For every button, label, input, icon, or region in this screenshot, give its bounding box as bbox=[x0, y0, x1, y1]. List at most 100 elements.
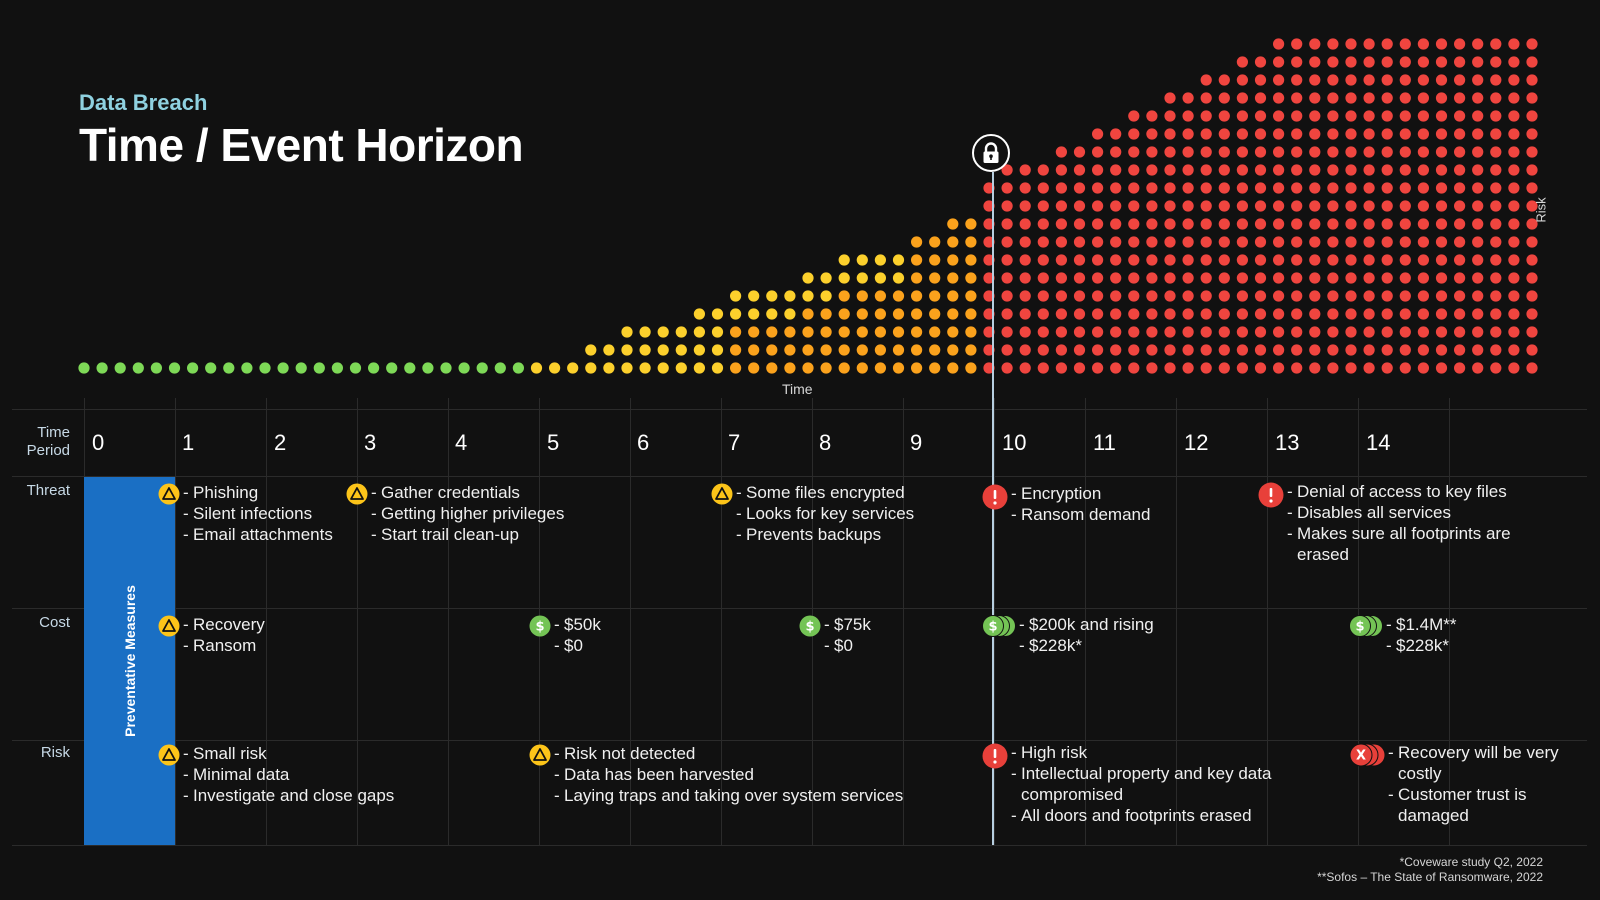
risk-dot bbox=[1200, 128, 1212, 140]
risk-cell: Small riskMinimal dataInvestigate and cl… bbox=[158, 743, 498, 806]
risk-dot bbox=[1291, 38, 1303, 50]
risk-dot bbox=[874, 290, 887, 302]
risk-dot bbox=[1146, 146, 1158, 158]
risk-dot bbox=[1254, 362, 1267, 374]
risk-dot bbox=[1236, 236, 1248, 248]
risk-dot bbox=[1472, 236, 1484, 248]
risk-dot bbox=[1309, 92, 1321, 104]
risk-dot bbox=[1454, 254, 1466, 266]
risk-dot bbox=[1273, 38, 1285, 50]
time-period-10: 10 bbox=[1002, 430, 1027, 455]
time-period-5: 5 bbox=[547, 430, 560, 455]
risk-dot bbox=[1417, 362, 1429, 374]
risk-dot bbox=[114, 362, 126, 374]
risk-dot bbox=[1454, 182, 1466, 194]
risk-dot bbox=[223, 362, 235, 374]
risk-dot bbox=[911, 344, 923, 356]
risk-item: Laying traps and taking over system serv… bbox=[554, 785, 903, 806]
risk-dot bbox=[1037, 236, 1049, 248]
risk-dot bbox=[1327, 200, 1339, 212]
risk-dot bbox=[476, 362, 488, 374]
risk-dot bbox=[1526, 56, 1538, 68]
risk-dot bbox=[1417, 56, 1429, 68]
risk-dot bbox=[621, 344, 633, 356]
risk-dot bbox=[1128, 290, 1140, 302]
risk-dot bbox=[1236, 110, 1248, 122]
risk-cell: X Recovery will be very costlyCustomer tr… bbox=[1349, 742, 1579, 826]
risk-dot bbox=[1200, 200, 1212, 212]
risk-dot bbox=[168, 362, 181, 374]
risk-dot bbox=[983, 326, 995, 338]
risk-dot bbox=[1146, 290, 1158, 302]
risk-dot bbox=[766, 362, 778, 374]
risk-dot bbox=[1110, 236, 1122, 248]
risk-dot bbox=[1435, 38, 1448, 50]
risk-dot bbox=[657, 326, 669, 338]
risk-dot bbox=[1327, 344, 1339, 356]
grid-row-line bbox=[12, 845, 1587, 846]
risk-dot bbox=[657, 362, 669, 374]
risk-dot bbox=[1073, 200, 1086, 212]
risk-dot bbox=[1345, 38, 1357, 50]
risk-dot bbox=[874, 326, 887, 338]
risk-dot bbox=[1399, 326, 1411, 338]
risk-dot bbox=[1037, 254, 1049, 266]
risk-dot bbox=[1472, 128, 1484, 140]
risk-dot bbox=[1508, 92, 1520, 104]
risk-dot bbox=[1363, 326, 1375, 338]
risk-dot bbox=[1490, 38, 1502, 50]
risk-item: Minimal data bbox=[183, 764, 394, 785]
risk-dot bbox=[1182, 200, 1194, 212]
risk-dot bbox=[1019, 236, 1031, 248]
risk-dot bbox=[1110, 128, 1122, 140]
risk-dot bbox=[1454, 272, 1466, 284]
risk-dot bbox=[947, 236, 959, 248]
risk-dot bbox=[1327, 146, 1339, 158]
risk-dot bbox=[1200, 272, 1212, 284]
risk-dot bbox=[1164, 218, 1176, 230]
page-subtitle: Data Breach bbox=[79, 90, 208, 115]
risk-dot bbox=[1472, 56, 1484, 68]
risk-dot bbox=[1001, 344, 1013, 356]
risk-dot bbox=[802, 272, 814, 284]
risk-dot bbox=[1236, 74, 1248, 86]
risk-dot bbox=[1110, 272, 1122, 284]
risk-dot bbox=[1218, 218, 1230, 230]
risk-dot bbox=[1508, 344, 1520, 356]
risk-dot bbox=[1327, 308, 1339, 320]
risk-dot bbox=[1037, 218, 1049, 230]
risk-dot bbox=[1110, 218, 1122, 230]
risk-dot bbox=[1146, 344, 1158, 356]
risk-dot bbox=[1254, 200, 1267, 212]
risk-dot bbox=[1128, 128, 1140, 140]
risk-dot bbox=[983, 362, 995, 374]
risk-dot bbox=[1236, 128, 1248, 140]
risk-dot bbox=[1055, 200, 1067, 212]
risk-dot bbox=[1381, 326, 1393, 338]
risk-dot bbox=[1110, 254, 1122, 266]
risk-dot bbox=[1363, 344, 1375, 356]
threat-list: Denial of access to key filesDisables al… bbox=[1287, 481, 1558, 565]
risk-dot bbox=[1399, 128, 1411, 140]
risk-dot bbox=[1236, 218, 1248, 230]
risk-dot bbox=[1073, 218, 1086, 230]
risk-dot bbox=[1291, 128, 1303, 140]
risk-dot bbox=[911, 326, 923, 338]
risk-dot bbox=[1019, 272, 1031, 284]
risk-dot bbox=[1236, 326, 1248, 338]
x-axis-label: Time bbox=[782, 381, 813, 397]
risk-dot bbox=[1345, 308, 1357, 320]
risk-dot bbox=[911, 290, 923, 302]
risk-dot bbox=[1291, 164, 1303, 176]
risk-dot bbox=[1182, 146, 1194, 158]
risk-dot bbox=[1291, 200, 1303, 212]
risk-dot bbox=[1037, 182, 1049, 194]
cost-list: $1.4M**$228k* bbox=[1386, 614, 1456, 656]
risk-dot bbox=[1128, 254, 1140, 266]
risk-dot bbox=[983, 236, 995, 248]
risk-dot bbox=[1019, 254, 1031, 266]
risk-dot bbox=[1037, 290, 1049, 302]
risk-dot bbox=[1110, 326, 1122, 338]
risk-dot bbox=[1399, 146, 1411, 158]
risk-dot bbox=[1508, 110, 1520, 122]
